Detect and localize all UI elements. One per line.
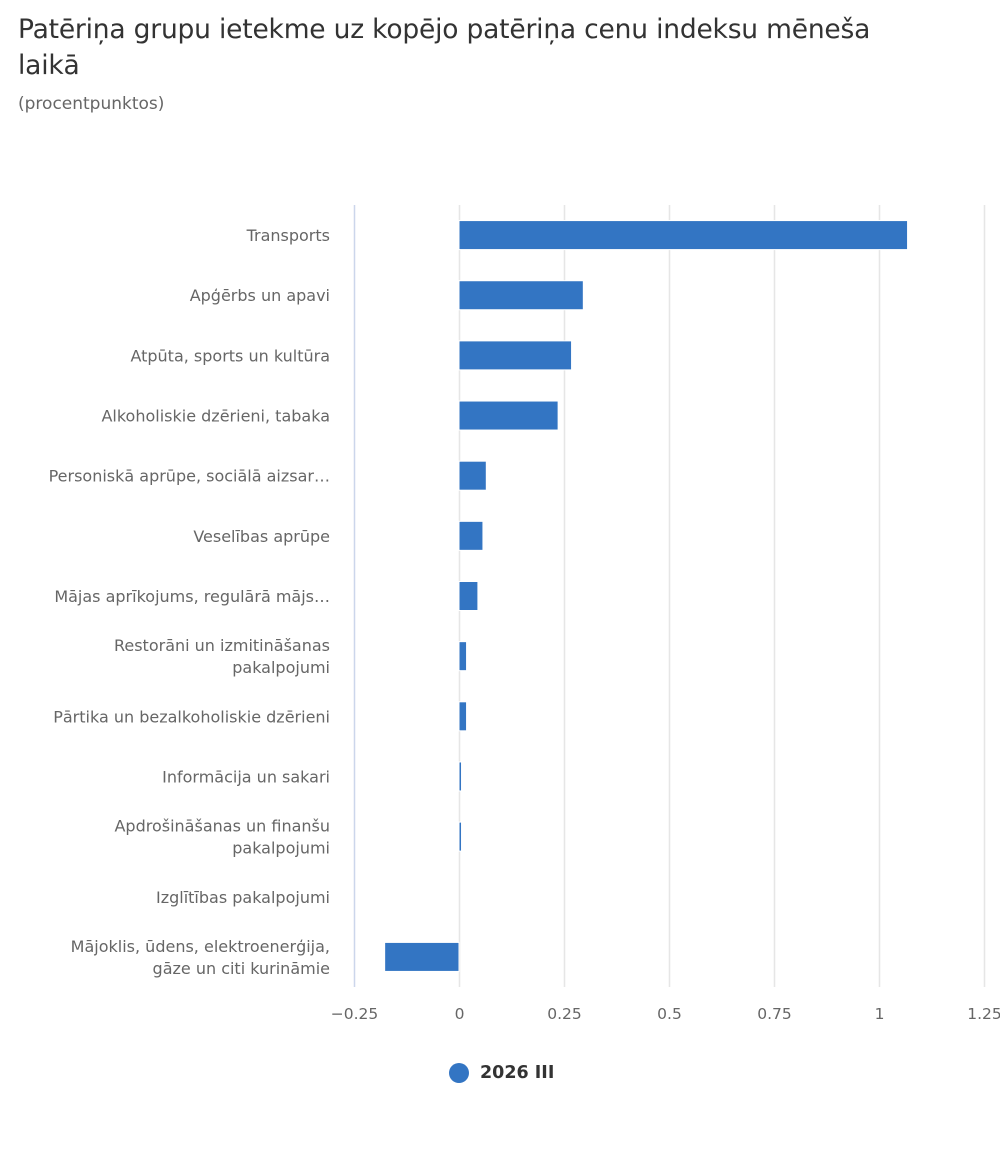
legend-marker-icon	[449, 1063, 469, 1083]
bar[interactable]	[458, 400, 559, 431]
bar[interactable]	[458, 641, 468, 672]
category-label: Izglītības pakalpojumi	[156, 888, 330, 907]
bar[interactable]	[458, 821, 463, 852]
x-axis-tick-labels: −0.25 0 0.25 0.5 0.75 1 1.25	[331, 1005, 1000, 1023]
category-label: Informācija un sakari	[162, 767, 330, 786]
x-tick-label: 0	[455, 1005, 465, 1023]
chart-title: Patēriņa grupu ietekme uz kopējo patēriņ…	[18, 14, 871, 81]
gridlines	[458, 205, 986, 987]
legend-item-2026-iii[interactable]: 2026 III	[449, 1063, 554, 1083]
category-label: Apģērbs un apavi	[190, 286, 330, 305]
bar[interactable]	[458, 280, 584, 311]
category-label: Alkoholiskie dzērieni, tabaka	[101, 407, 330, 426]
bar[interactable]	[458, 581, 479, 611]
x-tick-label: 0.5	[657, 1005, 682, 1023]
x-tick-label: 0.25	[547, 1005, 582, 1023]
category-label: Mājas aprīkojums, regulārā mājs…	[54, 587, 330, 606]
category-label: Apdrošināšanas un finanšu pakalpojumi	[114, 817, 330, 858]
chart-subtitle: (procentpunktos)	[18, 94, 165, 114]
bar[interactable]	[458, 340, 573, 371]
bar[interactable]	[458, 220, 909, 251]
category-label: Atpūta, sports un kultūra	[130, 346, 330, 365]
x-tick-label: 1.25	[967, 1005, 1000, 1023]
legend-label: 2026 III	[480, 1063, 555, 1083]
bars	[384, 220, 909, 972]
category-labels: Transports Apģērbs un apavi Atpūta, sports…	[49, 226, 330, 978]
category-label: Pārtika un bezalkoholiskie dzērieni	[53, 707, 330, 726]
bar[interactable]	[458, 761, 463, 792]
bar[interactable]	[458, 460, 487, 491]
category-label: Veselības aprūpe	[193, 527, 330, 546]
category-label: Personiskā aprūpe, sociālā aizsar…	[49, 467, 330, 486]
bar[interactable]	[384, 941, 460, 972]
category-label: Transports	[246, 226, 330, 245]
x-tick-label: 1	[875, 1005, 885, 1023]
bar[interactable]	[458, 520, 484, 551]
category-label: Mājoklis, ūdens, elektroenerģija, gāze un…	[71, 937, 330, 978]
x-tick-label: −0.25	[331, 1005, 379, 1023]
category-label: Restorāni un izmitināšanas pakalpojumi	[114, 636, 330, 677]
bar[interactable]	[458, 701, 468, 732]
x-tick-label: 0.75	[757, 1005, 792, 1023]
